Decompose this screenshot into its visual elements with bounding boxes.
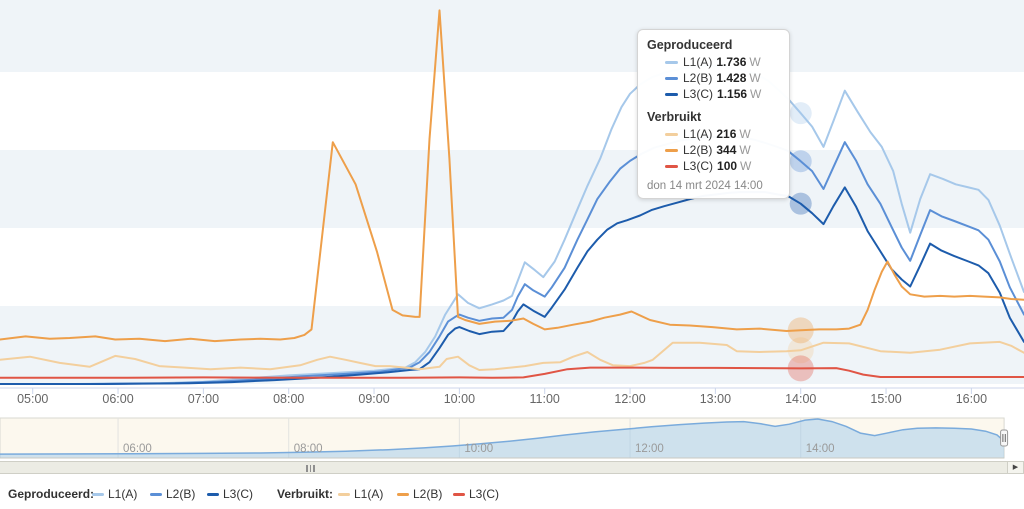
series-line-consumed-l2 [0,9,1024,343]
x-axis-label: 13:00 [699,392,732,406]
series-unit: W [749,71,761,85]
series-swatch-icon [397,493,409,497]
series-swatch-icon [665,133,678,137]
scrollbar-grip-icon[interactable] [304,465,317,472]
series-unit: W [749,55,761,69]
navigator-axis-label: 10:00 [464,443,494,455]
navigator-axis-label: 14:00 [805,443,835,455]
legend-consumed-title: Verbruikt: [277,487,334,501]
tooltip-timestamp: don 14 mrt 2024 14:00 [647,180,763,192]
navigator-line [0,418,1005,455]
series-value: 100 [717,159,738,173]
navigator-background[interactable] [0,417,1005,459]
series-swatch-icon [665,93,678,97]
x-axis-label: 16:00 [955,392,988,406]
series-value: 1.736 [716,55,747,69]
series-value: 1.156 [717,87,748,101]
legend-item-produced-l2[interactable]: L2(B) [150,487,195,501]
x-axis-label: 15:00 [870,392,902,406]
x-axis-label: 14:00 [785,392,817,406]
series-label: L2(B) [683,71,713,85]
series-label: L3(C) [683,87,714,101]
x-axis-label: 09:00 [358,392,390,406]
scrollbar-right-arrow-icon[interactable]: ▶ [1007,461,1024,474]
navigator-axis-label: 08:00 [293,443,323,455]
x-axis-label: 08:00 [273,392,305,406]
tooltip-row: L1(A) 1.736 W [665,55,780,69]
x-axis-label: 12:00 [614,392,646,406]
tooltip-consumed-title: Verbruikt [647,110,702,124]
tooltip-row: L1(A) 216 W [665,127,780,141]
series-value: 1.428 [716,71,747,85]
series-swatch-icon [665,61,678,65]
series-unit: W [750,87,762,101]
legend-produced-title: Geproduceerd: [8,487,95,501]
series-label: L1(A) [683,55,713,69]
series-line-consumed-l3 [0,366,1024,379]
navigator-handle[interactable] [1000,429,1009,447]
navigator-area [0,419,1005,458]
y-grid-band [0,150,1024,228]
y-grid-band [0,0,1024,72]
legend-item-produced-l1[interactable]: L1(A) [92,487,137,501]
x-axis-label: 06:00 [102,392,134,406]
legend-item-consumed-l3[interactable]: L3(C) [453,487,499,501]
legend-item-produced-l3[interactable]: L3(C) [207,487,253,501]
legend-item-consumed-l1[interactable]: L1(A) [338,487,383,501]
series-swatch-icon [92,493,104,497]
x-axis-label: 07:00 [187,392,220,406]
tooltip-row: L3(C) 100 W [665,159,780,173]
tooltip-row: L2(B) 1.428 W [665,71,780,85]
navigator-axis-label: 12:00 [635,443,664,455]
series-swatch-icon [665,165,678,169]
series-label: L1(A) [683,127,713,141]
series-label: L3(C) [683,159,714,173]
tooltip-row: L2(B) 344 W [665,143,780,157]
chart-tooltip: Geproduceerd L1(A) 1.736 W L2(B) 1.428 W L3(… [637,29,790,199]
series-line-produced-l3 [0,186,1024,385]
tooltip-produced-title: Geproduceerd [647,38,733,52]
scrollbar-track[interactable] [0,461,1007,474]
navigator-axis-label: 06:00 [123,443,152,455]
series-value: 344 [716,143,737,157]
x-axis-label: 10:00 [443,392,476,406]
x-axis-label: 11:00 [529,392,560,406]
x-axis-label: 05:00 [17,392,49,406]
y-grid-band [0,306,1024,384]
series-swatch-icon [150,493,162,497]
series-unit: W [740,159,752,173]
series-swatch-icon [453,493,465,497]
series-line-consumed-l1 [0,340,1024,371]
series-swatch-icon [207,493,219,497]
series-swatch-icon [338,493,350,497]
series-value: 216 [716,127,737,141]
series-label: L2(B) [683,143,713,157]
series-unit: W [739,127,751,141]
tooltip-row: L3(C) 1.156 W [665,87,780,101]
series-unit: W [739,143,751,157]
series-swatch-icon [665,77,678,81]
series-swatch-icon [665,149,678,153]
legend-item-consumed-l2[interactable]: L2(B) [397,487,442,501]
chart-legend: Geproduceerd: L1(A) L2(B) L3(C) Verbruik… [0,484,1024,504]
